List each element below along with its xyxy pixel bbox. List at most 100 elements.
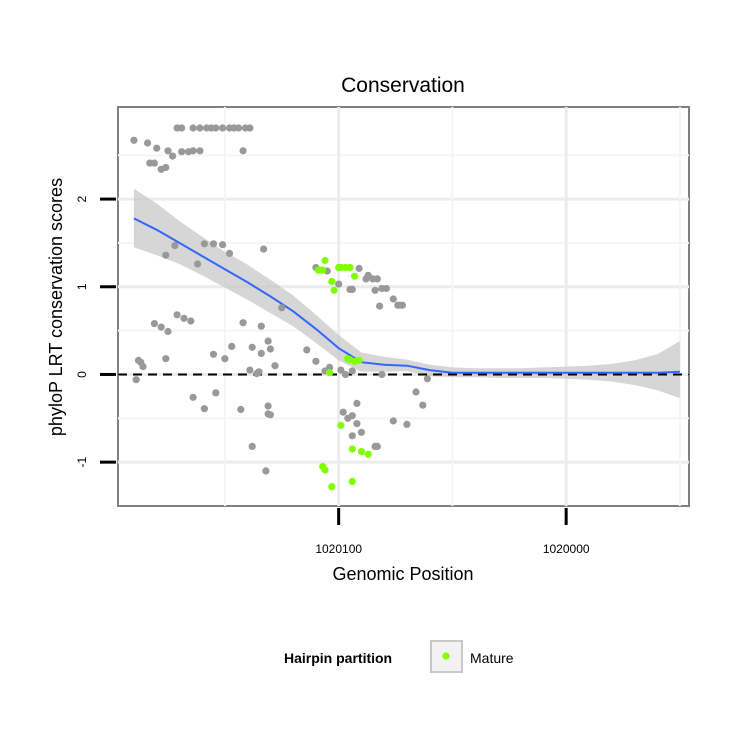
point-other-23 xyxy=(246,124,254,132)
point-mature-15 xyxy=(355,356,363,364)
point-other-95 xyxy=(262,467,270,475)
point-other-40 xyxy=(348,285,356,293)
point-other-94 xyxy=(248,442,256,450)
point-other-38 xyxy=(335,280,343,288)
point-other-98 xyxy=(423,375,431,383)
point-other-105 xyxy=(348,367,356,375)
point-other-27 xyxy=(171,242,179,250)
point-mature-11 xyxy=(326,369,334,377)
point-other-76 xyxy=(212,389,220,397)
point-other-13 xyxy=(189,124,197,132)
y-tick-label-3: 2 xyxy=(75,195,89,202)
point-mature-9 xyxy=(328,277,336,286)
point-other-26 xyxy=(196,147,204,155)
smooth-line xyxy=(133,217,680,374)
point-mature-19 xyxy=(364,450,372,458)
point-other-9 xyxy=(178,148,186,156)
point-other-5 xyxy=(146,159,154,167)
y-tick-label-1: 0 xyxy=(75,371,89,378)
point-mature-3 xyxy=(319,266,327,274)
point-other-104 xyxy=(398,301,406,309)
point-other-56 xyxy=(257,322,265,330)
point-other-32 xyxy=(219,241,227,249)
point-other-17 xyxy=(212,124,220,132)
point-other-75 xyxy=(132,376,140,384)
x-axis-label: Genomic Position xyxy=(332,564,473,584)
point-other-60 xyxy=(248,343,256,351)
point-other-53 xyxy=(157,323,165,331)
point-other-3 xyxy=(164,147,172,155)
point-other-52 xyxy=(150,320,158,328)
point-other-74 xyxy=(162,355,170,363)
point-other-59 xyxy=(228,342,236,350)
point-other-34 xyxy=(260,245,268,253)
point-mature-22 xyxy=(328,483,336,491)
point-other-28 xyxy=(162,251,170,259)
point-mature-23 xyxy=(348,477,356,485)
point-other-84 xyxy=(339,408,347,416)
point-other-0 xyxy=(130,136,138,144)
legend-label-mature: Mature xyxy=(470,650,514,666)
point-other-18 xyxy=(219,124,227,132)
point-other-33 xyxy=(225,249,234,257)
x-tick-label-0: 1020100 xyxy=(315,542,362,556)
point-other-97 xyxy=(419,401,427,409)
point-other-107 xyxy=(337,366,345,374)
y-axis-label: phyloP LRT conservation scores xyxy=(46,178,66,436)
point-other-62 xyxy=(264,337,272,345)
point-other-73 xyxy=(139,363,147,371)
confidence-band xyxy=(133,188,680,399)
legend-title: Hairpin partition xyxy=(284,650,392,666)
point-other-91 xyxy=(389,417,397,425)
point-other-66 xyxy=(255,368,263,376)
point-other-7 xyxy=(157,165,165,173)
point-other-30 xyxy=(200,240,208,248)
point-other-82 xyxy=(264,410,272,418)
confidence-band-area xyxy=(133,188,680,399)
point-other-43 xyxy=(362,275,370,283)
point-other-96 xyxy=(412,388,420,396)
point-other-8 xyxy=(169,152,177,160)
point-other-101 xyxy=(371,286,379,294)
point-other-25 xyxy=(189,147,197,155)
point-other-57 xyxy=(209,350,218,358)
point-other-21 xyxy=(235,124,243,132)
point-other-92 xyxy=(403,420,411,428)
point-other-48 xyxy=(389,295,397,303)
point-other-12 xyxy=(178,124,186,132)
point-other-45 xyxy=(373,275,381,283)
point-other-87 xyxy=(348,432,356,440)
data-points xyxy=(130,124,431,491)
point-other-51 xyxy=(187,317,195,325)
point-other-90 xyxy=(373,442,381,450)
axes: -1 0 1 2 1020100 1020000 xyxy=(75,195,590,556)
point-other-1 xyxy=(144,139,152,147)
point-mature-7 xyxy=(346,263,354,272)
y-tick-label-2: 1 xyxy=(75,283,89,290)
point-other-68 xyxy=(303,346,311,354)
point-other-2 xyxy=(153,144,161,152)
point-other-50 xyxy=(180,314,188,322)
smooth-trend-line xyxy=(133,217,680,374)
chart-title: Conservation xyxy=(341,74,465,97)
point-other-55 xyxy=(239,319,247,327)
point-other-47 xyxy=(382,284,390,293)
point-mature-21 xyxy=(321,466,329,474)
point-other-77 xyxy=(189,393,197,401)
point-other-99 xyxy=(378,370,386,379)
point-other-80 xyxy=(264,402,272,410)
point-mature-18 xyxy=(357,448,365,456)
point-other-14 xyxy=(196,124,204,132)
point-other-24 xyxy=(239,147,247,155)
legend: Hairpin partition Mature xyxy=(284,640,514,673)
point-other-88 xyxy=(353,420,361,428)
point-mature-8 xyxy=(351,272,359,280)
point-mature-10 xyxy=(330,286,338,294)
point-other-85 xyxy=(348,412,356,420)
x-tick-label-1: 1020000 xyxy=(543,542,590,556)
point-other-61 xyxy=(257,349,265,357)
point-other-79 xyxy=(237,405,245,414)
point-other-41 xyxy=(355,264,363,272)
point-other-100 xyxy=(376,302,384,310)
